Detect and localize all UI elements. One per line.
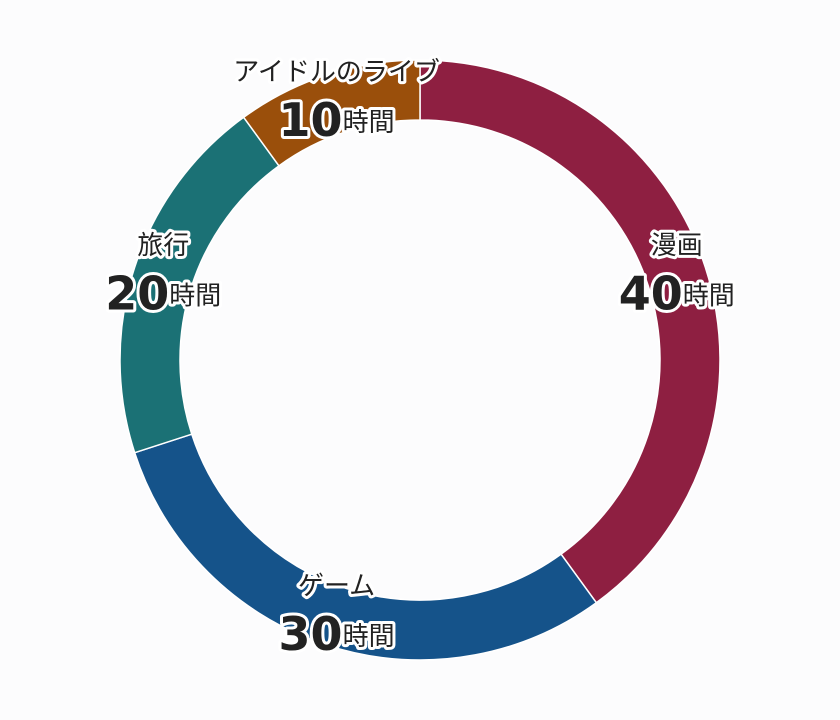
value-unit: 時間: [343, 108, 395, 138]
segment: [242, 59, 421, 167]
segment-name: ゲーム: [298, 571, 375, 601]
value-label: 30時間: [279, 606, 395, 660]
segment-name: 旅行: [137, 231, 189, 261]
value-unit: 時間: [169, 281, 221, 311]
value-label: 10時間: [279, 93, 395, 147]
value-label: 20時間: [105, 266, 221, 320]
value-unit: 時間: [683, 281, 735, 311]
segment-name: アイドルのライブ: [233, 58, 440, 88]
value-number: 40: [619, 266, 683, 320]
value-unit: 時間: [343, 621, 395, 651]
value-number: 20: [105, 266, 169, 320]
value-number: 10: [279, 93, 343, 147]
segment-name: 漫画: [651, 231, 703, 261]
value-number: 30: [279, 606, 343, 660]
value-label: 40時間: [619, 266, 735, 320]
segment: [419, 59, 721, 604]
